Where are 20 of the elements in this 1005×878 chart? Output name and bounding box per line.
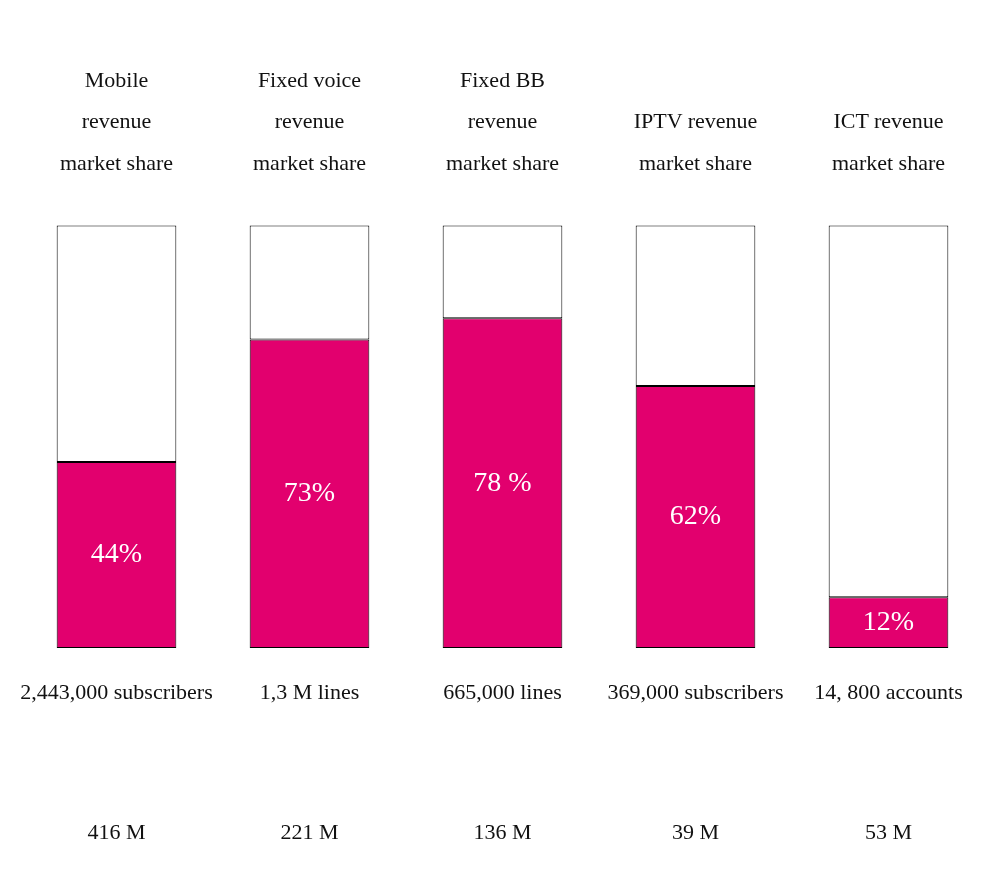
text: 665,000 lines	[443, 678, 562, 704]
text: 221 M	[280, 818, 339, 844]
text: 369,000 subscribers	[607, 678, 784, 704]
text: 136 M	[473, 818, 532, 844]
text: 14, 800 accounts	[814, 678, 963, 704]
text: 53 M	[864, 818, 913, 844]
text: 39 M	[671, 818, 720, 844]
x-tick-label: Fixed BB revenue market share	[446, 66, 559, 176]
text: 2,443,000 subscribers	[20, 678, 213, 704]
data-label: 73%	[283, 476, 336, 508]
data-label: 78 %	[473, 465, 532, 497]
text: 1,3 M lines	[259, 678, 360, 704]
x-tick-label: Mobile revenue market share	[60, 66, 173, 176]
x-tick-label: Fixed voice revenue market share	[253, 66, 366, 176]
text: 416 M	[87, 818, 146, 844]
x-tick-label: ICT revenue market share	[832, 108, 945, 176]
data-label: 62%	[669, 499, 722, 531]
x-tick-label: IPTV revenue market share	[633, 108, 758, 176]
data-label: 12%	[862, 605, 915, 636]
data-label: 44%	[90, 537, 143, 569]
